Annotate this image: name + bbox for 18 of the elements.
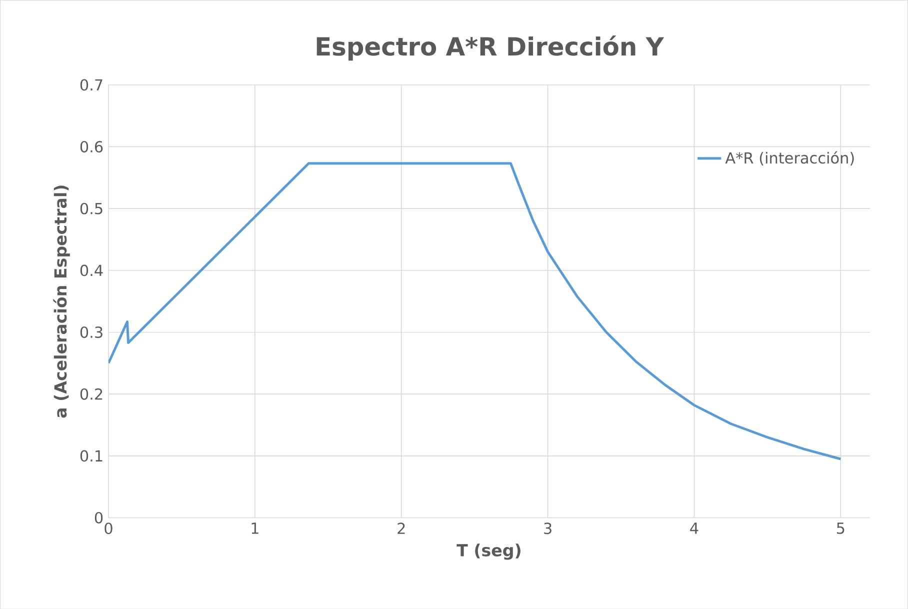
x-tick-label: 5 [836, 522, 844, 534]
y-tick-label: 0.5 [80, 202, 102, 214]
y-tick-label: 0.6 [80, 140, 103, 152]
x-tick-label: 2 [398, 522, 405, 534]
x-tick-label: 0 [104, 522, 112, 534]
y-axis-title: a (Aceleración Espectral) [53, 186, 70, 418]
y-tick-label: 0 [94, 512, 103, 524]
x-axis-title: T (seg) [456, 543, 520, 560]
y-tick-label: 0.7 [80, 78, 102, 90]
y-tick-label: 0.3 [80, 326, 102, 338]
legend-label: A*R (interacción) [725, 151, 854, 166]
y-tick-label: 0.4 [80, 264, 103, 276]
y-tick-label: 0.2 [80, 388, 102, 400]
x-tick-label: 4 [690, 522, 698, 534]
y-tick-label: 0.1 [80, 450, 102, 462]
x-tick-label: 1 [252, 522, 258, 534]
chart-title: Espectro A*R Dirección Y [316, 35, 664, 60]
x-tick-label: 3 [544, 522, 552, 534]
